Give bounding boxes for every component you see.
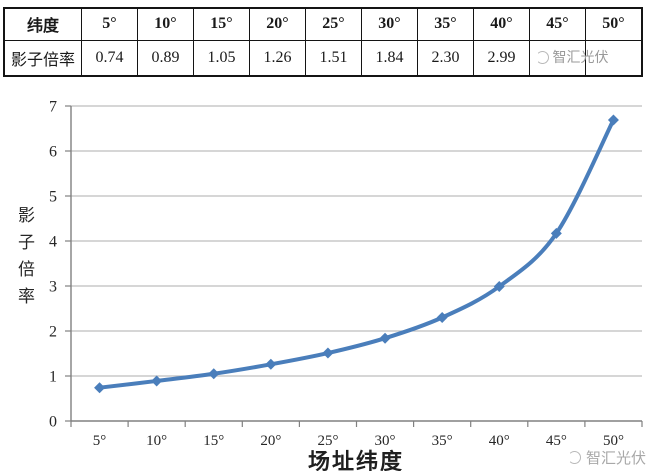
y-tick-label: 1 bbox=[49, 369, 57, 386]
table-header-cell: 5° bbox=[81, 7, 138, 41]
x-tick-label: 25° bbox=[317, 433, 338, 449]
x-tick-label: 40° bbox=[489, 433, 510, 449]
watermark-logo-icon bbox=[567, 451, 581, 464]
table-cell-watermarked bbox=[529, 39, 586, 77]
table-header-cell: 15° bbox=[193, 7, 250, 41]
watermark-text: 智汇光伏 bbox=[585, 450, 646, 467]
table-value-cell: 1.05 bbox=[193, 39, 250, 77]
y-tick-label: 3 bbox=[49, 279, 57, 296]
table-value-cell: 1.51 bbox=[305, 39, 362, 77]
table-value-cell: 2.30 bbox=[417, 39, 474, 77]
y-tick-label: 2 bbox=[49, 324, 57, 341]
data-point-marker bbox=[550, 227, 562, 239]
data-point-marker bbox=[436, 312, 448, 323]
table-value-cell: 0.89 bbox=[137, 39, 194, 77]
x-tick-label: 30° bbox=[375, 433, 396, 449]
shadow-ratio-line-chart: 0 1 2 3 4 5 6 7 5° 10° 15° 20° 25° 30° 35° 40° 45° 50° bbox=[49, 99, 643, 449]
latitude-table: 纬度 5° 10° 15° 20° 25° 30° 35° 40° 45° 50… bbox=[3, 7, 643, 77]
table-cell-watermarked bbox=[585, 39, 643, 77]
y-tick-label: 5 bbox=[49, 189, 57, 206]
table-header-cell: 35° bbox=[417, 7, 474, 41]
series-line bbox=[97, 117, 616, 390]
data-point-marker bbox=[379, 332, 391, 344]
x-tick-label: 5° bbox=[93, 433, 107, 449]
table-value-cell: 0.74 bbox=[81, 39, 138, 77]
x-tick-label: 20° bbox=[260, 433, 281, 449]
table-corner-label: 纬度 bbox=[3, 7, 82, 41]
x-tick-label: 45° bbox=[546, 433, 567, 449]
table-value-cell: 2.99 bbox=[473, 39, 530, 77]
table-header-row: 纬度 5° 10° 15° 20° 25° 30° 35° 40° 45° 50… bbox=[3, 7, 643, 41]
data-point-marker bbox=[322, 347, 334, 359]
x-tick-label: 15° bbox=[203, 433, 224, 449]
x-tick-label: 35° bbox=[432, 433, 453, 449]
data-point-marker bbox=[493, 280, 505, 292]
table-header-cell: 45° bbox=[529, 7, 586, 41]
x-axis-title: 场址纬度 bbox=[307, 449, 404, 471]
bottom-watermark: 智汇光伏 bbox=[567, 447, 646, 468]
y-axis-title: 影子倍率 bbox=[15, 206, 34, 314]
x-tick-label: 50° bbox=[603, 433, 624, 449]
data-point-marker bbox=[208, 368, 220, 380]
data-point-marker bbox=[265, 358, 277, 370]
table-header-cell: 50° bbox=[585, 7, 643, 41]
table-header-cell: 10° bbox=[137, 7, 194, 41]
data-point-marker bbox=[607, 114, 619, 126]
table-header-cell: 20° bbox=[249, 7, 306, 41]
table-header-cell: 25° bbox=[305, 7, 362, 41]
table-row-label: 影子倍率 bbox=[3, 39, 82, 77]
x-tick-label: 10° bbox=[146, 433, 167, 449]
y-tick-label: 7 bbox=[49, 99, 57, 116]
table-header-cell: 40° bbox=[473, 7, 530, 41]
data-point-marker bbox=[94, 382, 106, 394]
table-value-cell: 1.26 bbox=[249, 39, 306, 77]
y-tick-label: 0 bbox=[49, 414, 57, 431]
y-tick-label: 6 bbox=[49, 144, 57, 161]
data-point-marker bbox=[151, 375, 163, 387]
y-tick-label: 4 bbox=[49, 234, 57, 251]
table-header-cell: 30° bbox=[361, 7, 418, 41]
table-value-cell: 1.84 bbox=[361, 39, 418, 77]
table-value-row: 影子倍率 0.74 0.89 1.05 1.26 1.51 1.84 2.30 … bbox=[3, 39, 643, 77]
